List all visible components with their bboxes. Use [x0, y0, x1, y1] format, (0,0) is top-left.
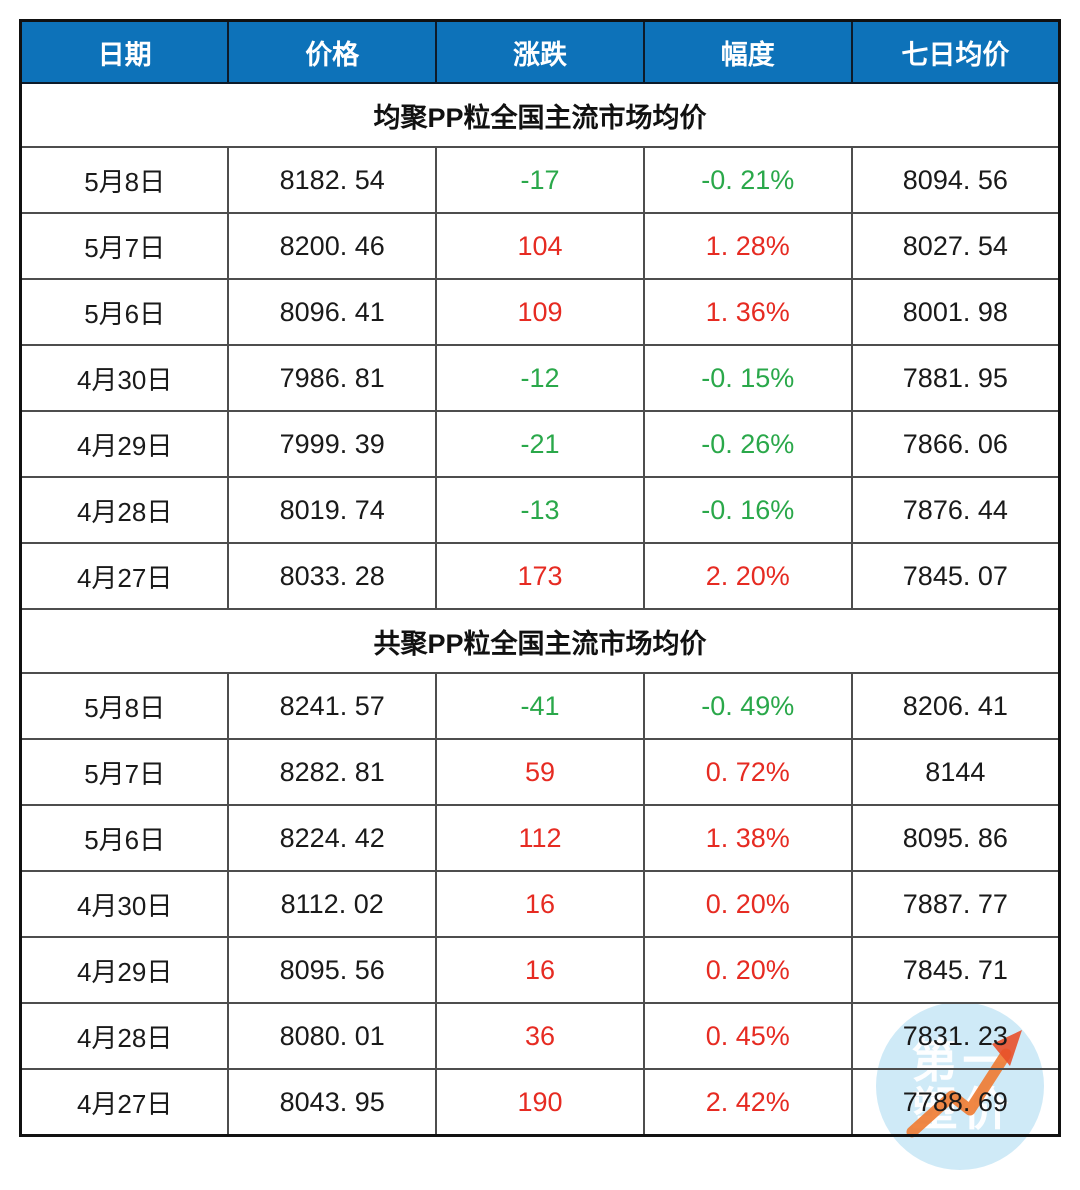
cell-avg7: 7845. 07	[850, 542, 1061, 610]
cell-avg7: 7866. 06	[850, 410, 1061, 478]
cell-change: 109	[435, 278, 645, 346]
cell-change: 36	[435, 1002, 645, 1070]
column-header-date: 日期	[19, 19, 230, 84]
cell-price: 8224. 42	[227, 804, 438, 872]
cell-change: 173	[435, 542, 645, 610]
table-row: 4月28日 8080. 01 36 0. 45% 7831. 23	[19, 1002, 1061, 1070]
cell-date: 4月28日	[19, 476, 230, 544]
header-row: 日期 价格 涨跌 幅度 七日均价	[19, 19, 1061, 84]
cell-price: 8112. 02	[227, 870, 438, 938]
cell-price: 8019. 74	[227, 476, 438, 544]
column-header-change: 涨跌	[435, 19, 645, 84]
cell-avg7: 7845. 71	[850, 936, 1061, 1004]
cell-date: 5月6日	[19, 804, 230, 872]
section-title: 共聚PP粒全国主流市场均价	[19, 608, 1061, 674]
price-table-header: 日期 价格 涨跌 幅度 七日均价	[19, 19, 1061, 84]
cell-avg7: 7876. 44	[850, 476, 1061, 544]
price-table: 日期 价格 涨跌 幅度 七日均价 均聚PP粒全国主流市场均价 5月8日 8182. …	[19, 19, 1061, 1137]
cell-change: -12	[435, 344, 645, 412]
section-title: 均聚PP粒全国主流市场均价	[19, 82, 1061, 148]
cell-rate: -0. 26%	[642, 410, 853, 478]
cell-rate: -0. 21%	[642, 146, 853, 214]
cell-rate: 1. 38%	[642, 804, 853, 872]
table-row: 4月29日 7999. 39 -21 -0. 26% 7866. 06	[19, 410, 1061, 478]
table-row: 5月6日 8096. 41 109 1. 36% 8001. 98	[19, 278, 1061, 346]
table-row: 5月8日 8182. 54 -17 -0. 21% 8094. 56	[19, 146, 1061, 214]
table-row: 4月27日 8033. 28 173 2. 20% 7845. 07	[19, 542, 1061, 610]
cell-rate: -0. 16%	[642, 476, 853, 544]
cell-price: 8033. 28	[227, 542, 438, 610]
cell-avg7: 8094. 56	[850, 146, 1061, 214]
cell-avg7: 8001. 98	[850, 278, 1061, 346]
table-row: 5月7日 8282. 81 59 0. 72% 8144	[19, 738, 1061, 806]
cell-rate: 0. 45%	[642, 1002, 853, 1070]
cell-price: 8241. 57	[227, 672, 438, 740]
table-row: 5月7日 8200. 46 104 1. 28% 8027. 54	[19, 212, 1061, 280]
cell-rate: -0. 15%	[642, 344, 853, 412]
cell-avg7: 8095. 86	[850, 804, 1061, 872]
table-row: 5月8日 8241. 57 -41 -0. 49% 8206. 41	[19, 672, 1061, 740]
table-row: 4月27日 8043. 95 190 2. 42% 7788. 69	[19, 1068, 1061, 1137]
cell-date: 4月30日	[19, 344, 230, 412]
cell-change: 190	[435, 1068, 645, 1137]
cell-change: 59	[435, 738, 645, 806]
cell-change: 104	[435, 212, 645, 280]
cell-date: 5月8日	[19, 146, 230, 214]
cell-change: -17	[435, 146, 645, 214]
cell-date: 5月8日	[19, 672, 230, 740]
cell-price: 8282. 81	[227, 738, 438, 806]
price-table-body: 均聚PP粒全国主流市场均价 5月8日 8182. 54 -17 -0. 21% 8094.…	[19, 82, 1061, 1137]
cell-rate: 2. 20%	[642, 542, 853, 610]
cell-date: 5月6日	[19, 278, 230, 346]
column-header-rate: 幅度	[642, 19, 853, 84]
column-header-avg7: 七日均价	[850, 19, 1061, 84]
cell-date: 4月27日	[19, 542, 230, 610]
cell-avg7: 8027. 54	[850, 212, 1061, 280]
cell-price: 7999. 39	[227, 410, 438, 478]
cell-change: 16	[435, 936, 645, 1004]
cell-rate: -0. 49%	[642, 672, 853, 740]
cell-price: 8095. 56	[227, 936, 438, 1004]
cell-date: 5月7日	[19, 738, 230, 806]
cell-avg7: 8206. 41	[850, 672, 1061, 740]
cell-change: 16	[435, 870, 645, 938]
cell-date: 4月27日	[19, 1068, 230, 1137]
table-row: 4月30日 8112. 02 16 0. 20% 7887. 77	[19, 870, 1061, 938]
cell-price: 8182. 54	[227, 146, 438, 214]
cell-avg7: 7887. 77	[850, 870, 1061, 938]
cell-rate: 0. 20%	[642, 936, 853, 1004]
section-header-row: 共聚PP粒全国主流市场均价	[19, 608, 1061, 674]
cell-change: -21	[435, 410, 645, 478]
cell-avg7: 7831. 23	[850, 1002, 1061, 1070]
cell-change: 112	[435, 804, 645, 872]
table-row: 4月28日 8019. 74 -13 -0. 16% 7876. 44	[19, 476, 1061, 544]
column-header-price: 价格	[227, 19, 438, 84]
cell-rate: 0. 72%	[642, 738, 853, 806]
cell-price: 7986. 81	[227, 344, 438, 412]
cell-rate: 0. 20%	[642, 870, 853, 938]
cell-price: 8200. 46	[227, 212, 438, 280]
cell-price: 8096. 41	[227, 278, 438, 346]
cell-avg7: 7881. 95	[850, 344, 1061, 412]
cell-date: 4月28日	[19, 1002, 230, 1070]
table-row: 4月29日 8095. 56 16 0. 20% 7845. 71	[19, 936, 1061, 1004]
section-header-row: 均聚PP粒全国主流市场均价	[19, 82, 1061, 148]
cell-date: 4月29日	[19, 410, 230, 478]
cell-change: -13	[435, 476, 645, 544]
cell-date: 4月30日	[19, 870, 230, 938]
table-row: 5月6日 8224. 42 112 1. 38% 8095. 86	[19, 804, 1061, 872]
table-row: 4月30日 7986. 81 -12 -0. 15% 7881. 95	[19, 344, 1061, 412]
cell-price: 8043. 95	[227, 1068, 438, 1137]
cell-rate: 2. 42%	[642, 1068, 853, 1137]
cell-date: 5月7日	[19, 212, 230, 280]
cell-change: -41	[435, 672, 645, 740]
cell-date: 4月29日	[19, 936, 230, 1004]
cell-rate: 1. 28%	[642, 212, 853, 280]
cell-price: 8080. 01	[227, 1002, 438, 1070]
cell-avg7: 7788. 69	[850, 1068, 1061, 1137]
cell-avg7: 8144	[850, 738, 1061, 806]
cell-rate: 1. 36%	[642, 278, 853, 346]
